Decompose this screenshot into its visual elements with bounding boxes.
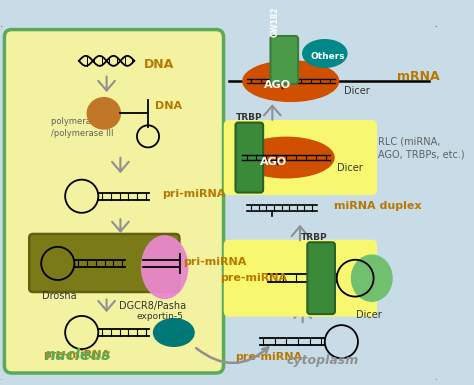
Text: pri-miRNA: pri-miRNA [183, 256, 246, 266]
FancyBboxPatch shape [225, 240, 376, 316]
Text: AGO: AGO [264, 80, 291, 90]
Text: pre-miRNA: pre-miRNA [43, 350, 110, 360]
Text: Drosha: Drosha [42, 291, 77, 301]
FancyBboxPatch shape [4, 30, 224, 373]
Text: DNA: DNA [144, 58, 173, 71]
Text: AGO: AGO [260, 157, 287, 167]
FancyBboxPatch shape [0, 24, 439, 382]
Text: RLC (miRNA,
AGO, TRBPs, etc.): RLC (miRNA, AGO, TRBPs, etc.) [378, 137, 465, 160]
Text: Others: Others [310, 52, 345, 61]
Ellipse shape [154, 319, 194, 346]
Text: GW182: GW182 [271, 7, 280, 37]
Ellipse shape [238, 137, 334, 178]
Text: mRNA: mRNA [397, 70, 439, 83]
FancyBboxPatch shape [271, 36, 298, 84]
Text: TRBP: TRBP [236, 113, 262, 122]
Text: polymerase II
/polymerase III: polymerase II /polymerase III [51, 117, 114, 137]
Text: DGCR8/Pasha: DGCR8/Pasha [118, 301, 186, 311]
Ellipse shape [142, 236, 188, 298]
FancyBboxPatch shape [29, 234, 179, 292]
FancyBboxPatch shape [307, 242, 335, 314]
Text: cytoplasm: cytoplasm [286, 354, 358, 367]
Text: Dicer: Dicer [337, 163, 363, 173]
Text: TRBP: TRBP [301, 233, 328, 241]
Text: pri-miRNA: pri-miRNA [162, 189, 225, 199]
Text: miRNA duplex: miRNA duplex [334, 201, 421, 211]
Text: DNA: DNA [155, 101, 182, 111]
Text: Dicer: Dicer [344, 86, 370, 96]
Ellipse shape [352, 255, 392, 301]
Text: nucleus: nucleus [45, 348, 111, 363]
Text: Dicer: Dicer [356, 310, 382, 320]
Text: pre-miRNA: pre-miRNA [220, 273, 287, 283]
Ellipse shape [243, 61, 338, 101]
FancyBboxPatch shape [236, 122, 263, 192]
Ellipse shape [303, 40, 347, 67]
Text: pre-miRNA: pre-miRNA [236, 352, 302, 362]
Ellipse shape [87, 98, 120, 129]
Text: exportin-5: exportin-5 [137, 312, 184, 321]
FancyBboxPatch shape [225, 121, 376, 194]
